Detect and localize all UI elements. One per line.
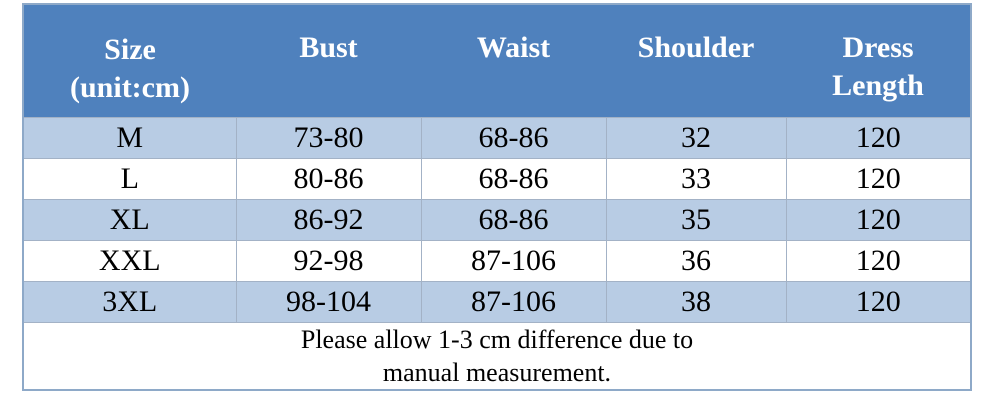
size-chart: Size (unit:cm) Bust Waist Shoulder Dress Len…: [22, 3, 972, 391]
table-row: L 80-86 68-86 33 120: [22, 158, 972, 200]
table-cell: 68-86: [420, 199, 607, 241]
table-cell: 120: [785, 158, 972, 200]
table-cell: 3XL: [22, 281, 237, 323]
table-cell: 92-98: [235, 240, 422, 282]
table-cell: XXL: [22, 240, 237, 282]
note-row: Please allow 1-3 cm difference due to ma…: [22, 322, 972, 391]
table-cell: 33: [605, 158, 787, 200]
table-row: XL 86-92 68-86 35 120: [22, 199, 972, 241]
table-cell: 36: [605, 240, 787, 282]
header-text: Dress Length: [832, 31, 924, 102]
table-row: XXL 92-98 87-106 36 120: [22, 240, 972, 282]
table-cell: 68-86: [420, 158, 607, 200]
table-cell: 87-106: [420, 240, 607, 282]
table-cell: 98-104: [235, 281, 422, 323]
table-cell: 80-86: [235, 158, 422, 200]
header-cell: Bust: [236, 4, 421, 118]
header-row: Size (unit:cm) Bust Waist Shoulder Dress Len…: [23, 4, 971, 118]
table-row: 3XL 98-104 87-106 38 120: [22, 281, 972, 323]
table-cell: 120: [785, 199, 972, 241]
table-cell: 73-80: [235, 117, 422, 159]
header-cell: Waist: [421, 4, 606, 118]
note-text: Please allow 1-3 cm difference due to ma…: [300, 325, 694, 387]
header-cell: Size (unit:cm): [23, 4, 236, 118]
table-row: M 73-80 68-86 32 120: [22, 117, 972, 159]
table-cell: 87-106: [420, 281, 607, 323]
table-cell: 120: [785, 117, 972, 159]
table-cell: 120: [785, 240, 972, 282]
header-text: Waist: [476, 31, 551, 64]
table-body: M 73-80 68-86 32 120 L 80-86 68-86 33 120 XL 86-92 6…: [22, 117, 972, 391]
header-text: Bust: [299, 31, 358, 64]
table-cell: 86-92: [235, 199, 422, 241]
header-text: Size (unit:cm): [70, 33, 190, 104]
table-cell: XL: [22, 199, 237, 241]
table-cell: 38: [605, 281, 787, 323]
header-cell: Shoulder: [606, 4, 786, 118]
table-cell: 32: [605, 117, 787, 159]
table-cell: M: [22, 117, 237, 159]
table-cell: 68-86: [420, 117, 607, 159]
table-cell: 35: [605, 199, 787, 241]
note-cell: Please allow 1-3 cm difference due to ma…: [22, 322, 972, 391]
table-cell: 120: [785, 281, 972, 323]
table-cell: L: [22, 158, 237, 200]
header-cell: Dress Length: [786, 4, 971, 118]
header-text: Shoulder: [637, 31, 755, 64]
